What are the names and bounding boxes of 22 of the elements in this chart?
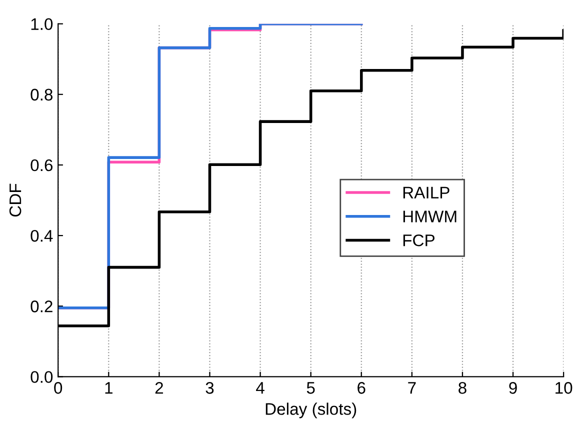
legend-label: HMWM: [403, 210, 456, 222]
y-tick-label: 0.2: [30, 300, 52, 312]
x-tick-label: 4: [256, 382, 264, 394]
x-axis-title: Delay (slots): [266, 402, 356, 418]
x-tick-label: 2: [155, 382, 163, 394]
y-tick-label: 1.0: [31, 18, 53, 30]
y-tick-label: 0.0: [30, 371, 53, 383]
x-tick-label: 5: [306, 382, 315, 394]
x-tick-label: 7: [408, 382, 416, 394]
legend-label: FCP: [403, 234, 435, 246]
y-tick-label: 0.4: [30, 230, 53, 242]
x-tick-label: 1: [105, 382, 112, 394]
x-tick-label: 10: [556, 382, 572, 394]
x-tick-label: 0: [54, 382, 62, 394]
x-tick-label: 8: [458, 382, 466, 394]
y-tick-label: 0.6: [30, 159, 53, 172]
x-tick-label: 9: [509, 382, 517, 394]
legend-label: RAILP: [403, 186, 450, 198]
y-axis-title: CDF: [9, 184, 22, 217]
y-tick-label: 0.8: [30, 88, 53, 101]
x-tick-label: 3: [206, 382, 214, 394]
x-tick-label: 6: [358, 382, 366, 394]
